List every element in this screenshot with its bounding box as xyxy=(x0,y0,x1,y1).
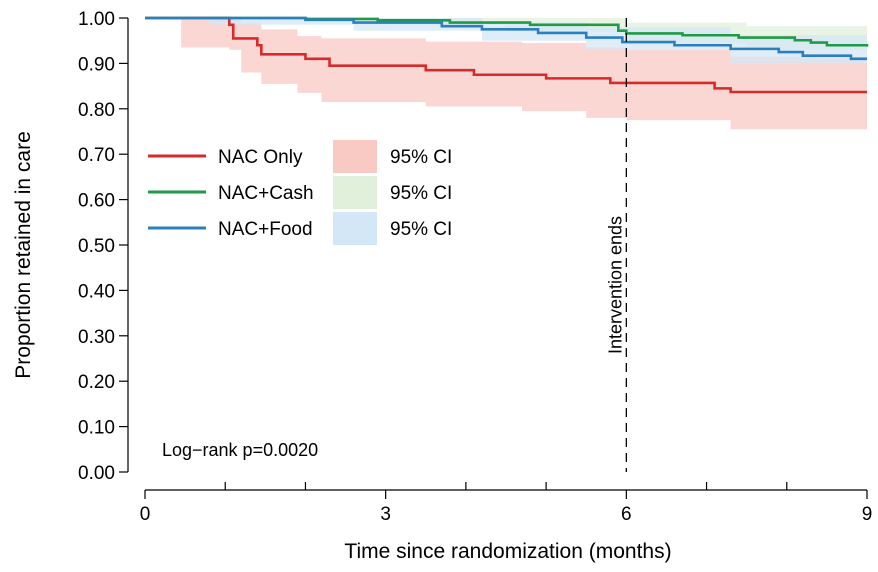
y-tick-label: 0.50 xyxy=(78,236,115,257)
x-tick-label: 3 xyxy=(380,504,391,525)
legend-ci-swatch-nac-food xyxy=(333,212,377,245)
x-tick-label: 6 xyxy=(621,504,632,525)
legend: NAC Only 95% CI NAC+Cash 95% CI NAC+Food… xyxy=(148,140,452,245)
y-tick-label: 0.80 xyxy=(78,100,115,121)
y-tick-label: 0.40 xyxy=(78,281,115,302)
y-tick-label: 0.90 xyxy=(78,54,115,75)
legend-ci-label-nac-cash: 95% CI xyxy=(390,183,452,204)
y-axis: 0.00 0.10 0.20 0.30 0.40 0.50 0.60 0.70 0.80 0.90… xyxy=(78,9,129,484)
series-line-nac-only xyxy=(145,16,867,94)
y-tick-label: 0.00 xyxy=(78,463,115,484)
y-tick-label: 1.00 xyxy=(78,9,115,30)
intervention-ends-label: Intervention ends xyxy=(605,216,625,354)
ci-band-nac-food xyxy=(145,18,867,78)
x-tick-label: 0 xyxy=(140,504,151,525)
legend-ci-swatch-nac-cash xyxy=(333,176,377,209)
y-axis-title: Proportion retained in care xyxy=(12,131,35,378)
x-tick-label: 9 xyxy=(862,504,873,525)
legend-ci-label-nac-only: 95% CI xyxy=(390,147,452,168)
y-tick-label: 0.10 xyxy=(78,418,115,439)
legend-ci-label-nac-food: 95% CI xyxy=(390,219,452,240)
legend-ci-swatch-nac-only xyxy=(333,140,377,173)
series-line-nac-food xyxy=(145,16,867,61)
x-axis: 0 3 6 9 xyxy=(140,482,873,525)
legend-label-nac-food: NAC+Food xyxy=(218,219,313,240)
log-rank-annotation: Log−rank p=0.0020 xyxy=(162,440,318,460)
x-axis-title: Time since randomization (months) xyxy=(344,540,671,563)
y-tick-label: 0.60 xyxy=(78,191,115,212)
legend-label-nac-cash: NAC+Cash xyxy=(218,183,314,204)
y-tick-label: 0.70 xyxy=(78,145,115,166)
y-tick-label: 0.30 xyxy=(78,327,115,348)
y-tick-label: 0.20 xyxy=(78,372,115,393)
legend-label-nac-only: NAC Only xyxy=(218,147,303,168)
